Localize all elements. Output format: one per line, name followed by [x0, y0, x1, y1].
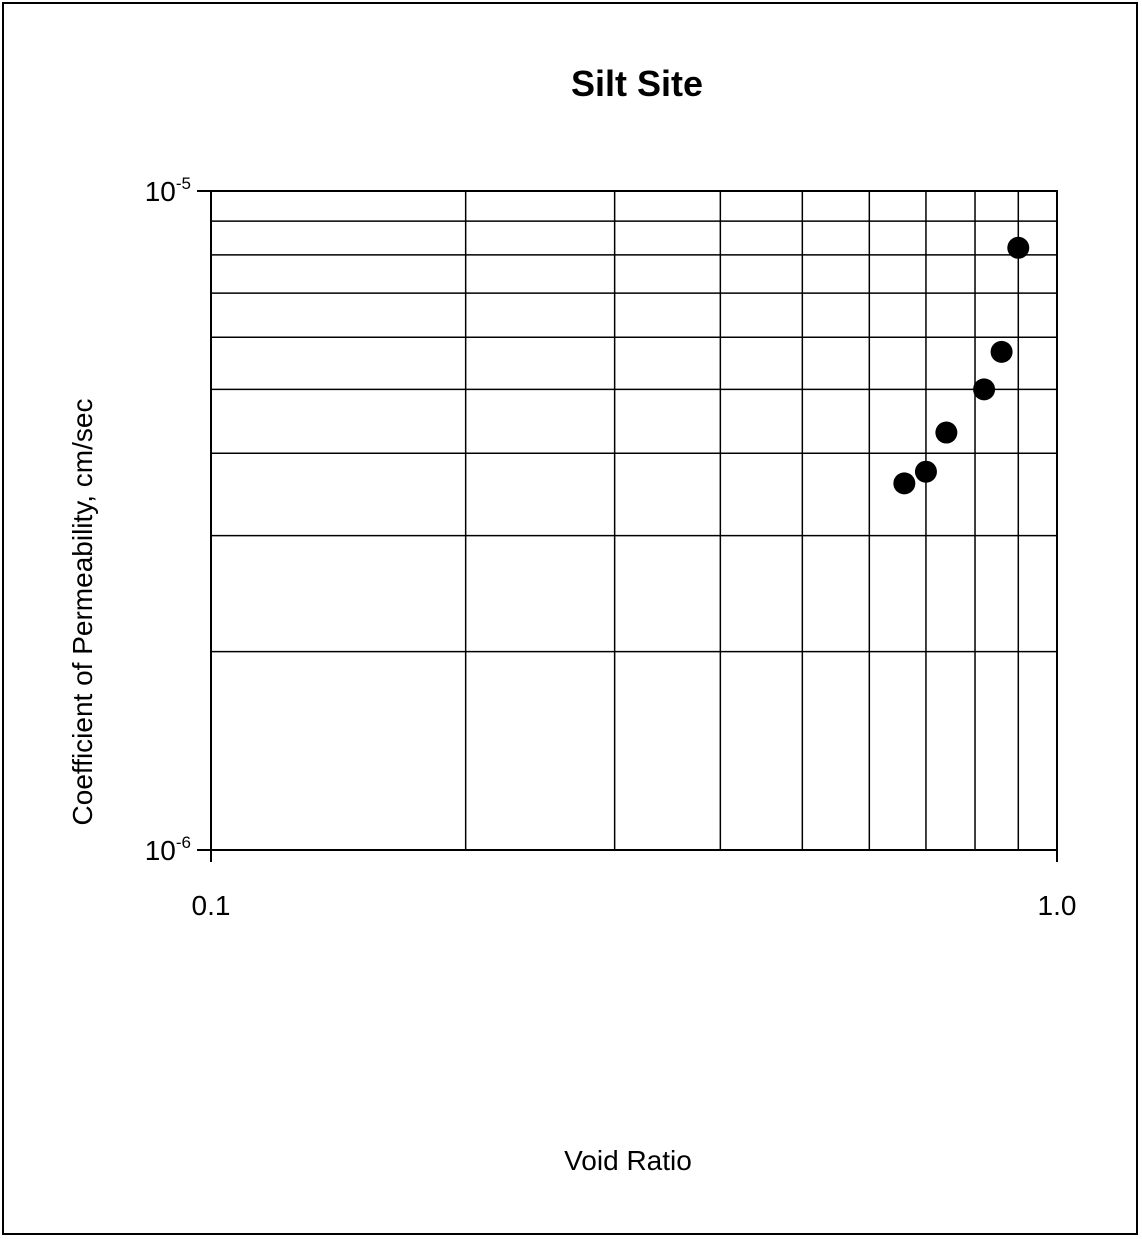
x-tick-label: 1.0 — [1038, 890, 1077, 921]
x-axis-label: Void Ratio — [564, 1145, 692, 1176]
y-tick-labels: 10-6 10-5 — [145, 174, 191, 866]
x-tick-label: 0.1 — [192, 890, 231, 921]
chart-title: Silt Site — [571, 63, 703, 104]
data-point — [1007, 236, 1030, 259]
x-gridlines — [464, 191, 1020, 850]
data-point — [935, 421, 958, 444]
data-point — [990, 340, 1013, 363]
data-points — [893, 236, 1030, 495]
data-point — [893, 472, 916, 495]
y-tick-label: 10-5 — [145, 174, 191, 207]
axis-ticks — [197, 190, 1058, 862]
y-gridlines — [211, 220, 1057, 653]
data-point — [914, 460, 937, 483]
y-tick-label: 10-6 — [145, 833, 191, 866]
plot-area — [210, 190, 1058, 851]
x-tick-labels: 0.1 1.0 — [192, 890, 1077, 921]
data-point — [973, 378, 996, 401]
y-axis-label: Coefficient of Permeability, cm/sec — [67, 399, 98, 826]
